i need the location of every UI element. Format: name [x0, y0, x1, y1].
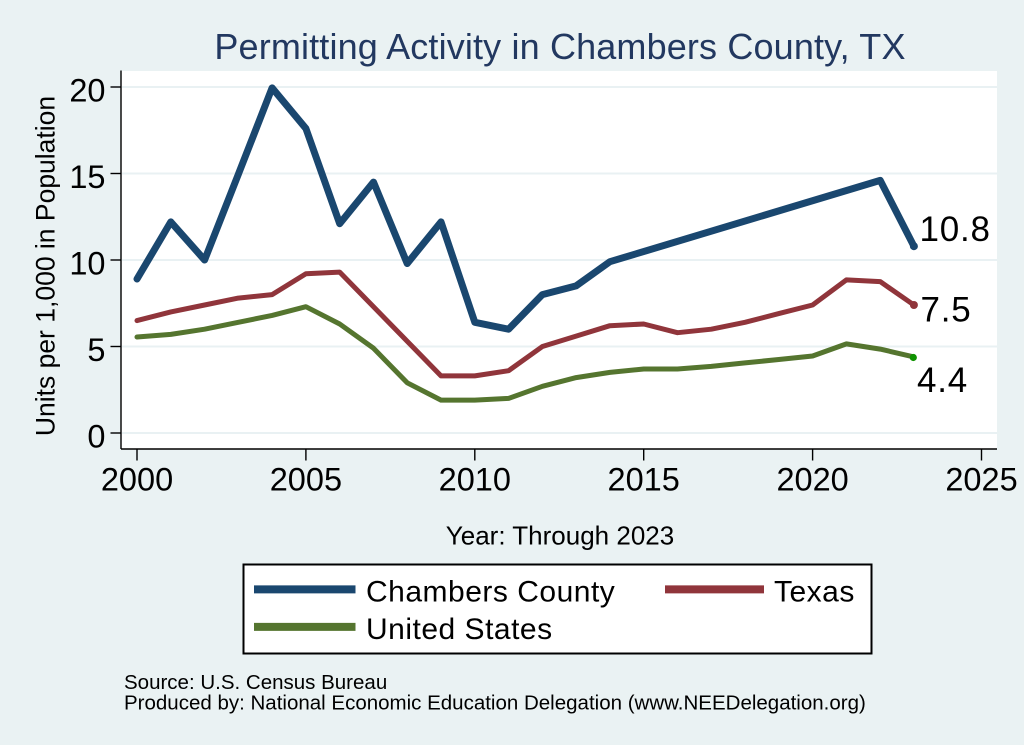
svg-text:20: 20 [69, 73, 105, 109]
svg-text:2020: 2020 [776, 462, 848, 498]
svg-text:15: 15 [69, 159, 105, 195]
svg-text:10: 10 [69, 246, 105, 282]
svg-text:2010: 2010 [439, 462, 511, 498]
svg-text:2005: 2005 [270, 462, 342, 498]
svg-text:Year: Through 2023: Year: Through 2023 [446, 521, 674, 551]
svg-text:0: 0 [87, 419, 105, 455]
svg-text:4.4: 4.4 [917, 361, 968, 400]
svg-text:Units per 1,000 in Population: Units per 1,000 in Population [31, 96, 61, 436]
svg-text:2015: 2015 [608, 462, 680, 498]
svg-text:Source: U.S. Census Bureau: Source: U.S. Census Bureau [124, 671, 387, 694]
svg-text:10.8: 10.8 [920, 210, 991, 249]
svg-text:2025: 2025 [945, 462, 1017, 498]
svg-text:2000: 2000 [101, 462, 173, 498]
svg-text:Texas: Texas [774, 576, 855, 609]
svg-text:United States: United States [366, 613, 553, 646]
svg-text:7.5: 7.5 [921, 291, 972, 330]
svg-text:5: 5 [87, 332, 105, 368]
svg-text:Permitting Activity in Chamber: Permitting Activity in Chambers County, … [214, 26, 905, 67]
svg-text:Chambers County: Chambers County [366, 576, 615, 609]
svg-text:Produced by: National Economic: Produced by: National Economic Education… [124, 692, 866, 715]
